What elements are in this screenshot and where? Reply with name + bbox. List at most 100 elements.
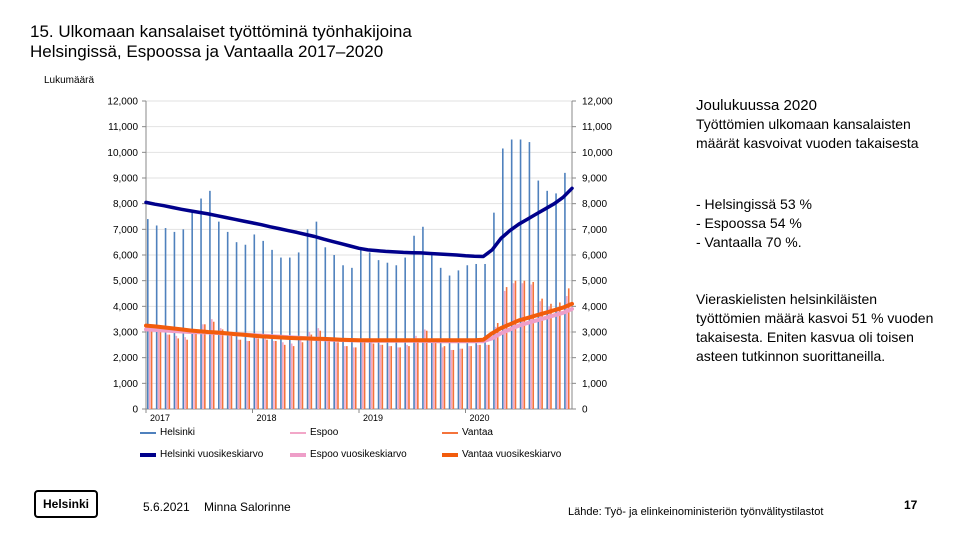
bar bbox=[441, 347, 444, 409]
y-tick-label-right: 11,000 bbox=[582, 122, 612, 133]
bar bbox=[280, 257, 282, 409]
bar bbox=[502, 148, 504, 409]
bar bbox=[386, 262, 389, 409]
bar bbox=[450, 349, 453, 409]
bar bbox=[486, 344, 488, 409]
legend-swatch-helsinki-avg bbox=[140, 453, 156, 457]
bar bbox=[496, 323, 499, 409]
line-vantaa-vuosikeskiarvo bbox=[144, 301, 574, 343]
bar bbox=[443, 346, 446, 409]
bar bbox=[221, 329, 224, 409]
bar bbox=[253, 234, 256, 409]
bar-series-espoo bbox=[148, 283, 568, 409]
bar bbox=[505, 287, 508, 409]
bar bbox=[344, 346, 346, 409]
y-tick-label-left: 7,000 bbox=[113, 225, 138, 236]
bar bbox=[150, 326, 153, 409]
bar bbox=[379, 344, 382, 409]
bar bbox=[470, 346, 472, 409]
bar bbox=[237, 339, 240, 409]
page-number: 17 bbox=[904, 498, 918, 512]
legend-label-vantaa-avg: Vantaa vuosikeskiarvo bbox=[462, 449, 562, 460]
bar bbox=[548, 306, 550, 409]
bar bbox=[466, 265, 469, 409]
bar bbox=[346, 346, 348, 409]
y-tick-label-left: 11,000 bbox=[108, 122, 138, 133]
bar bbox=[397, 347, 399, 409]
bar bbox=[431, 255, 433, 409]
bar bbox=[200, 198, 202, 409]
bar-series-vantaa bbox=[150, 280, 570, 409]
bar bbox=[177, 338, 180, 409]
bar bbox=[262, 240, 264, 409]
bar bbox=[230, 335, 233, 409]
bar bbox=[168, 334, 171, 409]
bar bbox=[477, 344, 479, 409]
bar bbox=[315, 221, 318, 409]
note-espoo: - Espoossa 54 % bbox=[696, 215, 802, 231]
bar bbox=[475, 263, 477, 409]
bar bbox=[283, 344, 286, 409]
bar bbox=[390, 346, 393, 409]
bar bbox=[541, 298, 543, 409]
bar bbox=[219, 328, 222, 409]
bar bbox=[297, 252, 300, 409]
bar bbox=[211, 319, 213, 409]
bar bbox=[209, 190, 211, 409]
bar bbox=[479, 344, 481, 409]
source-note: Lähde: Työ- ja elinkeinoministeriön työn… bbox=[568, 506, 824, 518]
bar bbox=[425, 330, 428, 409]
bar bbox=[299, 339, 302, 409]
bar bbox=[567, 288, 570, 409]
y-tick-label-left: 10,000 bbox=[107, 148, 138, 159]
bar bbox=[147, 219, 149, 409]
page-title: 15. Ulkomaan kansalaiset työttöminä työn… bbox=[30, 22, 412, 62]
bar bbox=[195, 332, 197, 409]
bar bbox=[399, 347, 401, 409]
footer-date: 5.6.2021 bbox=[143, 500, 190, 514]
bar bbox=[333, 255, 335, 409]
y-tick-label-right: 10,000 bbox=[582, 148, 613, 159]
bar bbox=[406, 344, 408, 409]
bar bbox=[503, 290, 506, 409]
bar bbox=[271, 249, 273, 409]
bar bbox=[417, 338, 419, 409]
bar bbox=[308, 332, 311, 409]
legend-swatch-vantaa bbox=[442, 432, 458, 434]
bar bbox=[235, 242, 238, 409]
bar bbox=[275, 340, 277, 409]
bar bbox=[395, 265, 398, 409]
note-vantaa: - Vantaalla 70 %. bbox=[696, 234, 802, 250]
bar bbox=[404, 257, 406, 409]
bar bbox=[175, 335, 178, 409]
bar bbox=[550, 303, 552, 409]
bar bbox=[193, 329, 195, 409]
bar bbox=[324, 247, 327, 409]
bar bbox=[212, 321, 215, 409]
note-city-changes: - Helsingissä 53 % - Espoossa 54 % - Van… bbox=[696, 195, 936, 252]
bar bbox=[186, 339, 188, 409]
legend-label-helsinki-avg: Helsinki vuosikeskiarvo bbox=[160, 449, 264, 460]
y-tick-label-right: 3,000 bbox=[582, 328, 607, 339]
title-line-1: 15. Ulkomaan kansalaiset työttöminä työn… bbox=[30, 22, 412, 41]
bar bbox=[159, 330, 162, 409]
bar bbox=[495, 326, 497, 409]
bar bbox=[228, 335, 231, 409]
legend-label-vantaa: Vantaa bbox=[462, 427, 493, 438]
bar bbox=[257, 338, 259, 409]
x-tick-label: 2020 bbox=[470, 413, 490, 423]
bar bbox=[530, 284, 533, 409]
bar bbox=[537, 180, 540, 409]
bar bbox=[306, 229, 309, 409]
bar bbox=[354, 347, 357, 409]
bar bbox=[510, 139, 513, 409]
y-tick-label-right: 1,000 bbox=[582, 379, 607, 390]
note-foreign-language: Vieraskielisten helsinkiläisten työttömi… bbox=[696, 291, 934, 364]
bar bbox=[424, 329, 426, 409]
bar bbox=[289, 257, 291, 409]
legend-swatch-espoo-avg bbox=[290, 453, 306, 457]
title-line-2: Helsingissä, Espoossa ja Vantaalla 2017–… bbox=[30, 42, 384, 61]
note-heading: Joulukuussa 2020 bbox=[696, 97, 817, 114]
bar bbox=[301, 342, 304, 409]
bar bbox=[239, 339, 242, 409]
